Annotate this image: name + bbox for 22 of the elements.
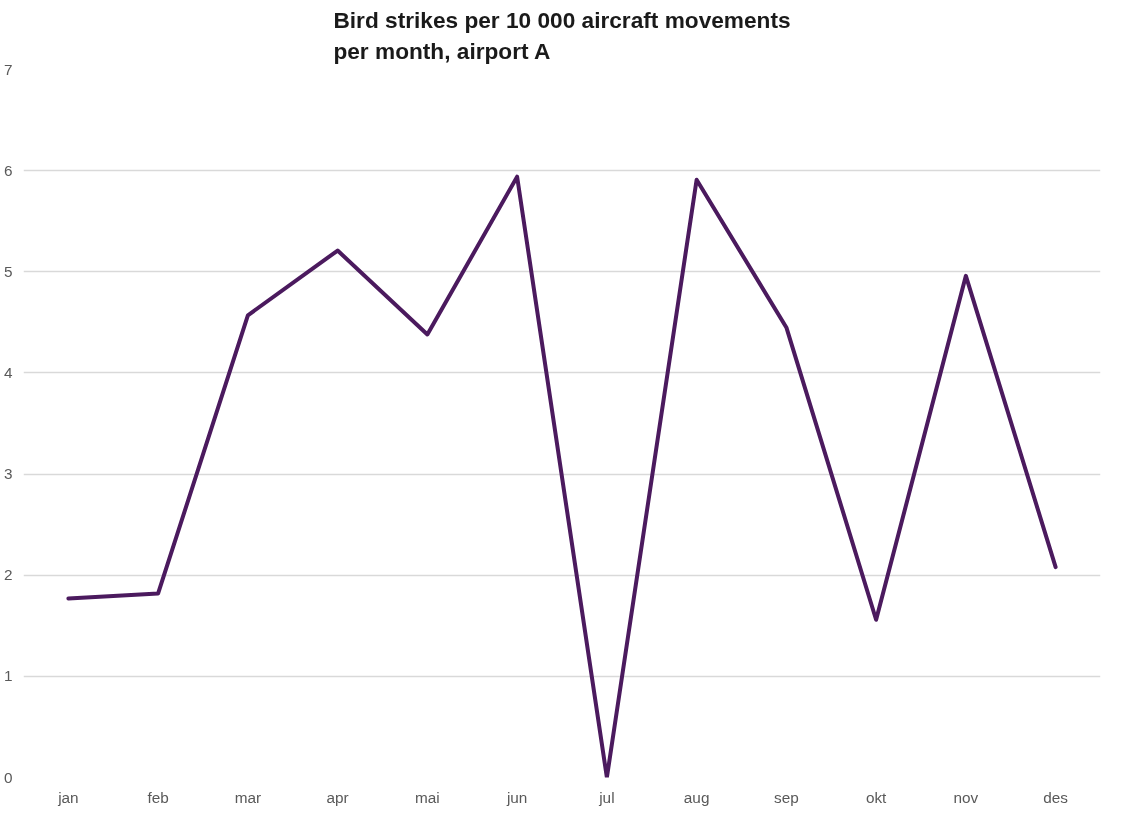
y-tick-label: 6	[3, 161, 13, 179]
y-tick-label: 3	[3, 465, 13, 483]
y-tick-label: 5	[3, 262, 13, 280]
x-tick-label: feb	[147, 788, 169, 806]
y-tick-label: 0	[3, 768, 13, 786]
x-tick-label: jan	[57, 788, 79, 806]
x-tick-label: jul	[598, 788, 615, 806]
y-tick-label: 4	[3, 363, 13, 381]
line-series	[66, 174, 1058, 778]
x-tick-label: apr	[326, 788, 349, 806]
chart-title: Bird strikes per 10 000 aircraft movements per month, airport A	[333, 7, 791, 65]
x-tick-label: des	[1043, 788, 1069, 806]
x-tick-label: aug	[683, 788, 710, 806]
x-tick-label: okt	[865, 788, 888, 806]
y-tick-label: 7	[3, 60, 13, 78]
x-tick-label: mar	[234, 788, 262, 806]
y-tick-label: 1	[3, 667, 13, 685]
x-tick-label: sep	[774, 788, 799, 806]
x-tick-label: nov	[953, 788, 979, 806]
x-tick-label: mai	[415, 788, 440, 806]
y-tick-label: 2	[3, 566, 13, 584]
x-tick-label: jun	[505, 788, 528, 806]
